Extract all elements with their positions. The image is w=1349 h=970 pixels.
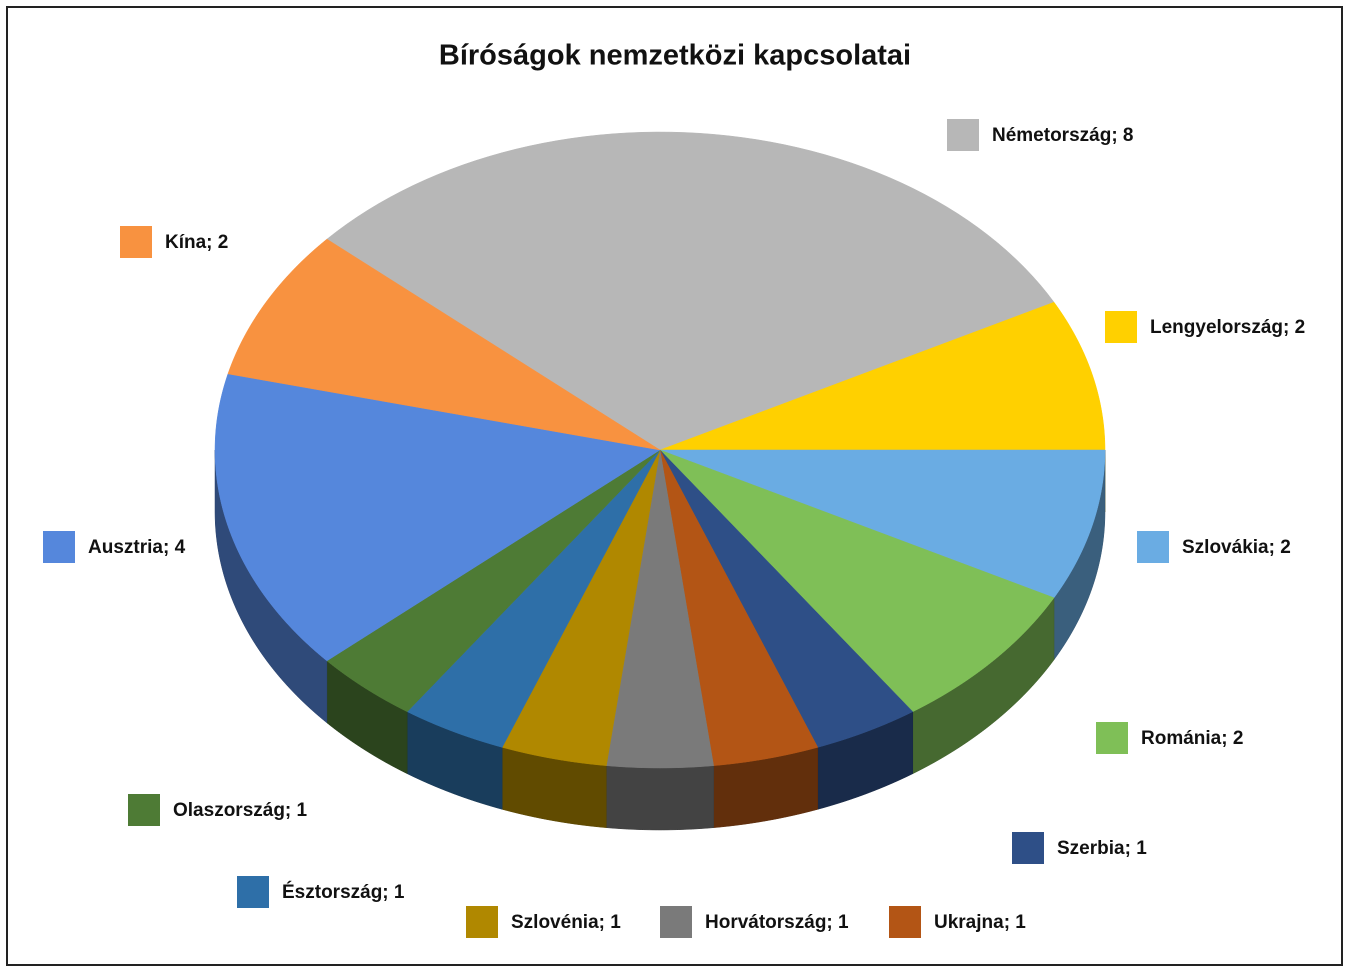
data-label: Németország; 8 [992, 125, 1134, 146]
pie-slice [659, 449, 914, 748]
data-label: Szerbia; 1 [1057, 838, 1147, 859]
pie-slice [326, 449, 661, 713]
pie-slice [227, 238, 661, 451]
legend-swatch [660, 906, 692, 938]
legend-swatch [1105, 311, 1137, 343]
data-label: Ausztria; 4 [88, 537, 186, 558]
pie-slice [326, 131, 1055, 451]
legend-swatch [43, 531, 75, 563]
pie-slice [659, 449, 819, 766]
pie-slice [659, 449, 1106, 599]
legend-swatch [466, 906, 498, 938]
pie-slice [659, 301, 1106, 451]
legend-swatch [889, 906, 921, 938]
pie-slice [406, 449, 661, 748]
data-label: Észtország; 1 [282, 881, 405, 903]
chart-title: Bíróságok nemzetközi kapcsolatai [439, 40, 911, 72]
data-label: Szlovákia; 2 [1182, 537, 1291, 558]
pie-side [606, 765, 714, 831]
data-label: Románia; 2 [1141, 728, 1243, 749]
data-label: Lengyelország; 2 [1150, 317, 1305, 338]
legend-swatch [237, 876, 269, 908]
pie-slice [606, 449, 714, 769]
legend-swatch [1012, 832, 1044, 864]
legend-swatch [128, 794, 160, 826]
data-label: Ukrajna; 1 [934, 912, 1026, 933]
pie-slice [214, 373, 661, 662]
legend-swatch [947, 119, 979, 151]
pie-slice [501, 449, 661, 766]
legend-swatch [1137, 531, 1169, 563]
data-label: Kína; 2 [165, 232, 228, 253]
data-label: Szlovénia; 1 [511, 912, 621, 933]
data-label: Olaszország; 1 [173, 800, 308, 821]
data-label: Horvátország; 1 [705, 912, 849, 933]
legend-swatch [1096, 722, 1128, 754]
pie-slice [659, 449, 1055, 713]
legend-swatch [120, 226, 152, 258]
